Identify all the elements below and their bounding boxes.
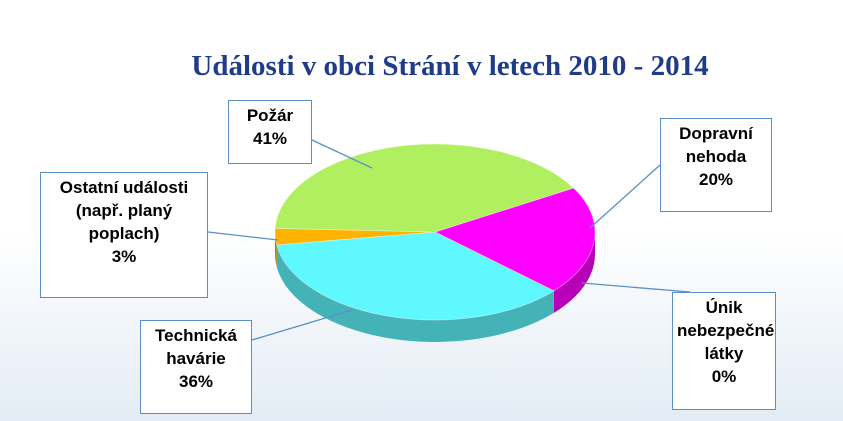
category-name: Technická havárie (155, 326, 237, 368)
leader-line (581, 282, 691, 293)
leader-line (311, 139, 373, 169)
leader-line (251, 309, 353, 341)
data-label: Technická havárie 36% (140, 320, 252, 414)
data-label: Ostatní události (např. planý poplach) 3% (40, 172, 208, 298)
value-label: 41% (252, 129, 288, 148)
chart-title: Události v obci Strání v letech 2010 - 2… (191, 50, 709, 82)
data-label: Požár 41% (228, 100, 312, 164)
slice (433, 187, 596, 292)
slice-tops (274, 143, 596, 321)
slice (274, 227, 436, 246)
value-label: 3% (111, 247, 137, 266)
slice-side (553, 232, 595, 313)
data-label: Dopravní nehoda 20% (660, 118, 772, 212)
category-name: Požár (246, 106, 294, 125)
category-name: Ostatní události (např. planý poplach) (59, 178, 189, 243)
slice-side (276, 244, 554, 343)
leader-line (589, 164, 661, 229)
data-label: Únik nebezpečné látky 0% (672, 292, 776, 410)
value-label: 36% (178, 372, 214, 391)
value-label: 0% (711, 367, 737, 386)
slice (276, 231, 555, 321)
category-name: Únik nebezpečné látky (677, 298, 775, 363)
slice-sides (275, 232, 595, 343)
category-name: Dopravní nehoda (679, 124, 753, 166)
slice (274, 143, 575, 233)
value-label: 20% (698, 170, 734, 189)
leader-line (207, 231, 279, 241)
slice-side (275, 232, 277, 267)
